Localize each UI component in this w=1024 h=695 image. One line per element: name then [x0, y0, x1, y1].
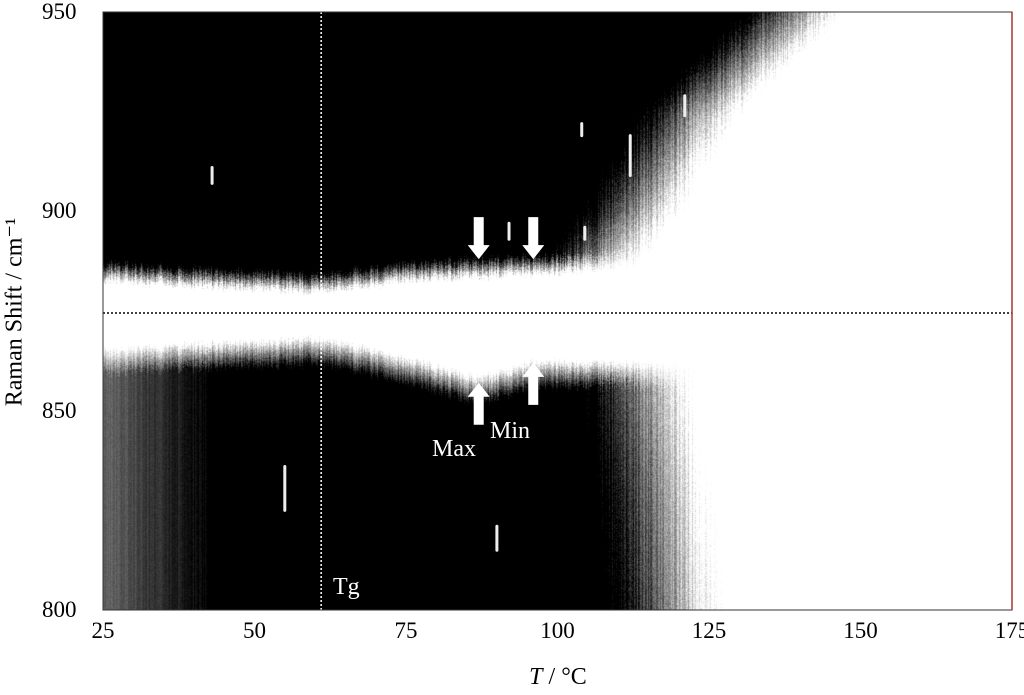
x-tick-label: 175 [995, 618, 1024, 644]
x-tick-label: 75 [395, 618, 418, 644]
y-axis-label: Raman Shift / cm⁻¹ [0, 218, 29, 407]
x-tick-label: 50 [243, 618, 266, 644]
y-tick-label: 850 [42, 398, 77, 424]
y-tick-label: 950 [42, 0, 77, 25]
x-axis-unit: / °C [543, 664, 587, 690]
arrow-up-marker [522, 363, 544, 405]
arrow-down-marker [522, 217, 544, 259]
plot-area [103, 12, 1012, 610]
tg-label: Tg [333, 574, 360, 601]
x-axis-symbol: T [529, 664, 542, 690]
min-label: Min [490, 418, 530, 445]
x-tick-label: 100 [540, 618, 575, 644]
arrow-up-marker [468, 383, 490, 425]
x-tick-label: 25 [92, 618, 115, 644]
y-tick-label: 900 [42, 198, 77, 224]
annotation-layer [103, 12, 1012, 610]
x-tick-label: 150 [843, 618, 878, 644]
y-tick-label: 800 [42, 597, 77, 623]
plot-frame [103, 12, 1012, 610]
x-axis-label: T / °C [529, 664, 587, 691]
max-label: Max [432, 436, 476, 463]
arrow-down-marker [468, 217, 490, 259]
x-tick-label: 125 [692, 618, 727, 644]
